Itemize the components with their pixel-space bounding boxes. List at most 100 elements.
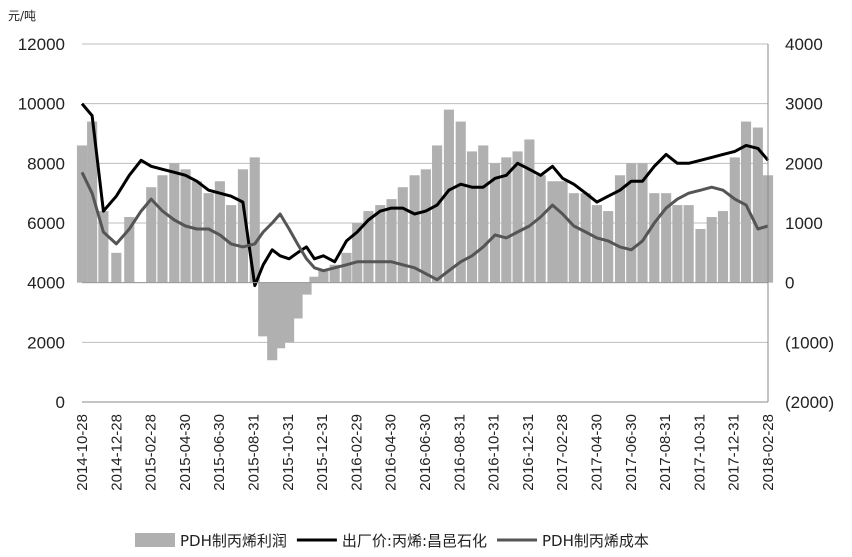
- profit-bar: [292, 282, 303, 319]
- profit-bar: [661, 193, 672, 283]
- profit-bar: [466, 151, 478, 283]
- profit-bar: [111, 252, 122, 283]
- left-tick-label: 12000: [18, 35, 65, 54]
- profit-bar: [547, 181, 558, 283]
- profit-bar: [626, 163, 637, 283]
- profit-bar: [501, 157, 512, 283]
- profit-bar: [672, 205, 683, 283]
- x-tick-label: 2016-12-31: [520, 414, 537, 491]
- cost-line: [80, 171, 769, 282]
- x-tick-label: 2014-10-28: [74, 414, 91, 491]
- profit-bar: [568, 193, 579, 283]
- profit-bar: [591, 205, 602, 283]
- x-tick-label: 2015-02-28: [143, 414, 160, 491]
- right-tick-label: (2000): [785, 393, 834, 412]
- x-tick-label: 2014-12-28: [108, 414, 125, 491]
- price-lines: [80, 102, 770, 288]
- profit-bar: [214, 181, 225, 283]
- profit-bar: [124, 217, 135, 283]
- profit-bars: [76, 109, 774, 361]
- left-tick-label: 10000: [18, 95, 65, 114]
- profit-bar: [318, 270, 329, 283]
- profit-bar: [490, 163, 501, 283]
- left-tick-label: 6000: [27, 214, 65, 233]
- profit-bar: [157, 175, 168, 283]
- right-tick-label: 0: [785, 274, 794, 293]
- legend: PDH制丙烯利润 出厂价:丙烯:昌邑石化 PDH制丙烯成本: [135, 532, 649, 550]
- legend-swatch-profit: [135, 533, 175, 547]
- profit-bar: [524, 139, 535, 283]
- profit-bar: [363, 211, 374, 283]
- x-tick-label: 2017-04-30: [589, 414, 606, 491]
- profit-bar: [76, 145, 88, 283]
- profit-bar: [478, 145, 489, 283]
- x-tick-label: 2015-06-30: [211, 414, 228, 491]
- left-tick-label: 8000: [27, 154, 65, 173]
- profit-bar: [420, 169, 431, 283]
- profit-bar: [203, 193, 214, 283]
- unit-label: 元/吨: [8, 9, 36, 23]
- x-tick-label: 2017-06-30: [623, 414, 640, 491]
- profit-bar: [455, 121, 466, 283]
- profit-bar: [375, 205, 386, 283]
- price-line: [80, 102, 770, 288]
- profit-bar: [169, 163, 180, 283]
- right-tick-label: 4000: [785, 35, 823, 54]
- profit-bar: [191, 181, 202, 283]
- profit-bar: [146, 187, 157, 283]
- x-tick-label: 2015-10-31: [280, 414, 297, 491]
- profit-bar: [409, 175, 420, 283]
- legend-label: 出厂价:丙烯:昌邑石化: [342, 532, 487, 550]
- profit-bar: [683, 205, 694, 283]
- left-tick-label: 4000: [27, 274, 65, 293]
- profit-bar: [237, 169, 249, 283]
- left-axis-ticks: 0 2000 4000 6000 8000 10000 12000: [18, 35, 65, 412]
- profit-bar: [637, 163, 648, 283]
- x-tick-label: 2015-08-31: [246, 414, 263, 491]
- profit-bar: [752, 127, 763, 283]
- x-tick-label: 2015-04-30: [177, 414, 194, 491]
- profit-bar: [397, 187, 408, 283]
- right-tick-label: 2000: [785, 154, 823, 173]
- profit-bar: [729, 157, 740, 283]
- profit-bar: [98, 211, 109, 283]
- profit-bar: [512, 151, 523, 283]
- profit-bar: [267, 282, 278, 361]
- profit-bar: [740, 121, 752, 283]
- profit-bar: [432, 145, 443, 283]
- profit-bar: [301, 282, 312, 295]
- x-tick-label: 2016-06-30: [417, 414, 434, 491]
- profit-bar: [275, 282, 286, 349]
- profit-bar: [309, 276, 320, 283]
- profit-bar: [284, 282, 295, 343]
- profit-bar: [557, 181, 568, 283]
- profit-bar: [580, 193, 591, 283]
- x-tick-label: 2017-08-31: [657, 414, 674, 491]
- x-tick-label: 2016-02-29: [348, 414, 365, 491]
- right-tick-label: (1000): [785, 333, 834, 352]
- profit-bar: [706, 217, 717, 283]
- profit-bar: [695, 228, 706, 283]
- profit-bar: [329, 264, 340, 283]
- x-tick-label: 2016-08-31: [451, 414, 468, 491]
- profit-bar: [649, 193, 660, 283]
- right-tick-label: 1000: [785, 214, 823, 233]
- profit-bar: [443, 109, 454, 283]
- x-tick-label: 2018-02-28: [760, 414, 777, 491]
- x-tick-label: 2016-04-30: [383, 414, 400, 491]
- profit-bar: [535, 175, 546, 283]
- left-tick-label: 0: [56, 393, 65, 412]
- right-axis-ticks: (2000) (1000) 0 1000 2000 3000 4000: [785, 35, 834, 412]
- x-tick-label: 2017-02-28: [554, 414, 571, 491]
- profit-bar: [717, 211, 729, 283]
- axes: [82, 44, 769, 403]
- x-tick-label: 2017-12-31: [726, 414, 743, 491]
- profit-bar: [386, 199, 397, 283]
- x-tick-label: 2017-10-31: [691, 414, 708, 491]
- legend-label: PDH制丙烯利润: [180, 532, 287, 550]
- profit-bar: [87, 121, 98, 283]
- profit-bar: [352, 223, 363, 283]
- x-axis-ticks: 2014-10-28 2014-12-28 2015-02-28 2015-04-30…: [74, 414, 777, 491]
- profit-bar: [258, 282, 269, 337]
